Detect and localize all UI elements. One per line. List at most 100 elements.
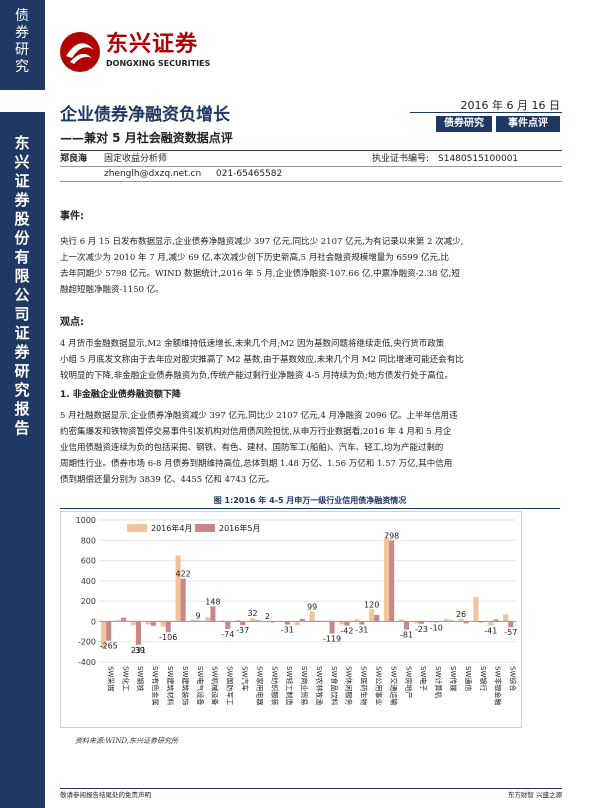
- x-tick-label: SW房地产: [404, 666, 413, 698]
- data-label: 9: [195, 612, 200, 621]
- x-tick-label: SW农林牧渔: [315, 666, 324, 705]
- bar-may: [433, 621, 439, 623]
- x-tick-label: SW家用电器: [255, 666, 264, 705]
- bar-may: [255, 620, 261, 622]
- sidebar-category-label: 债券研究: [15, 8, 29, 75]
- data-label: -119: [323, 634, 341, 643]
- tag-bond-research: 债券研究: [436, 116, 492, 132]
- event-line: 去年同期少 5798 亿元。WIND 数据统计,2016 年 5 月,企业债净融…: [60, 269, 460, 279]
- data-label: -57: [504, 628, 517, 637]
- y-tick-label: 600: [81, 557, 96, 566]
- event-line: 上一次减少为 2010 年 7 月,减少 69 亿,本次减少创下历史新高,5 月…: [60, 253, 450, 263]
- x-tick-label: SW交通运输: [389, 666, 398, 705]
- author-role: 固定收益分析师: [104, 154, 168, 164]
- bar-apr: [428, 621, 434, 623]
- bar-apr: [398, 619, 405, 622]
- data-label: 32: [247, 609, 257, 618]
- company-logo: 东兴证券 DONGXING SECURITIES: [58, 30, 258, 78]
- y-tick-label: -400: [78, 658, 96, 667]
- bar-may: [106, 621, 112, 641]
- data-label: 120: [364, 600, 379, 609]
- x-tick-label: SW计算机: [434, 666, 443, 698]
- data-label: -41: [484, 627, 497, 636]
- logo-name: 东兴证券: [106, 32, 199, 57]
- bar-apr: [473, 597, 479, 622]
- bar-apr: [309, 611, 315, 622]
- legend-label: 2016年4月: [151, 523, 192, 533]
- figure-title: 图 1:2016 年 4-5 月申万一级行业信用债净融资情况: [213, 496, 407, 505]
- footer-slogan: 东方财智 兴盛之源: [507, 791, 562, 799]
- bar-apr: [175, 555, 181, 622]
- sidebar-category: 债券研究: [0, 0, 45, 90]
- view-line: 较明显的下降,非金融企业债券融资为负,传统产能过剩行业净融资 4-5 月持续为负…: [60, 371, 453, 381]
- data-label: -31: [355, 626, 368, 635]
- x-tick-label: SW非银金融: [494, 666, 503, 705]
- x-tick-label: SW食品饮料: [330, 666, 339, 705]
- data-label: 2: [265, 612, 270, 621]
- bar-may: [299, 618, 305, 622]
- data-label: -106: [159, 633, 177, 642]
- bar-apr: [294, 621, 300, 626]
- data-label: -265: [100, 642, 118, 651]
- sidebar: 债券研究 东兴证券股份有限公司证券研究报告: [0, 0, 45, 808]
- date-divider: [410, 112, 562, 113]
- sidebar-company-label: 东兴证券股份有限公司证券研究报告: [14, 134, 30, 437]
- bar-may: [121, 617, 127, 622]
- legend-swatch: [127, 524, 147, 532]
- view-heading: 观点:: [60, 317, 84, 328]
- report-title: 企业债券净融资负增长: [60, 105, 230, 125]
- x-tick-label: SW纺织服装: [270, 666, 279, 705]
- data-label: 422: [176, 570, 191, 579]
- footer-disclaimer: 敬请参阅报告结尾处的免责声明: [60, 791, 151, 799]
- section-1-title: 1. 非金融企业债券融资额下降: [60, 390, 181, 400]
- report-date: 2016 年 6 月 16 日: [460, 99, 560, 112]
- view-line: 4 月货币金融数据显示,M2 余额维持低速增长,未来几个月;M2 因为基数问题将…: [60, 339, 445, 349]
- bar-may: [344, 621, 350, 626]
- section-1-line: 债到期偿还量分别为 3839 亿、4455 亿和 4743 亿元。: [60, 475, 275, 485]
- license-number: S1480515100001: [438, 154, 519, 164]
- bar-apr: [369, 609, 375, 622]
- event-paragraph: 央行 6 月 15 日发布数据显示,企业债券净融资减少 397 亿元,同比少 2…: [60, 234, 560, 298]
- x-tick-label: SW传媒: [449, 666, 458, 691]
- bar-apr: [384, 537, 390, 622]
- figure-rule: [60, 508, 560, 509]
- bar-apr: [250, 618, 256, 622]
- data-label: -42: [340, 627, 353, 636]
- data-label: -81: [400, 631, 413, 640]
- y-tick-label: 800: [81, 536, 96, 545]
- bar-may: [225, 621, 231, 629]
- data-label: 26: [456, 610, 466, 619]
- bar-may: [165, 621, 171, 633]
- sidebar-company: 东兴证券股份有限公司证券研究报告: [0, 112, 45, 808]
- bar-may: [180, 578, 186, 622]
- data-label: -37: [236, 626, 249, 635]
- author-name: 郑良海: [60, 154, 88, 164]
- y-tick-label: 200: [81, 597, 96, 606]
- bar-may: [329, 621, 335, 634]
- event-line: 融超短融净融资-1150 亿。: [60, 285, 164, 295]
- x-tick-label: SW商业贸易: [300, 666, 309, 705]
- report-subtitle: ——兼对 5 月社会融资数据点评: [60, 131, 233, 145]
- bar-apr: [130, 621, 136, 626]
- data-label: 231: [131, 646, 146, 655]
- legend-label: 2016年5月: [219, 523, 260, 533]
- license-label: 执业证书编号:: [372, 154, 430, 164]
- bar-may: [374, 614, 380, 622]
- bar-apr: [503, 614, 509, 622]
- bar-apr: [413, 621, 419, 624]
- author-email[interactable]: zhenglh@dxzq.net.cn: [104, 169, 202, 179]
- section-1-line: 周期性行业。债券市场 6-8 月债券到期维持高位,总体到期 1.48 万亿、1.…: [60, 459, 453, 469]
- bar-apr: [220, 620, 226, 622]
- bar-apr: [160, 621, 166, 627]
- x-tick-label: SW银行: [479, 666, 488, 691]
- x-tick-label: SW国防军工: [226, 666, 235, 705]
- x-tick-label: SW机械设备: [211, 666, 220, 705]
- x-tick-label: SW化工: [121, 666, 130, 691]
- bar-may: [463, 621, 469, 624]
- bar-may: [135, 621, 141, 645]
- event-heading: 事件:: [60, 211, 84, 222]
- bar-apr: [190, 619, 196, 622]
- y-tick-label: 400: [81, 577, 96, 586]
- bar-apr: [458, 618, 464, 622]
